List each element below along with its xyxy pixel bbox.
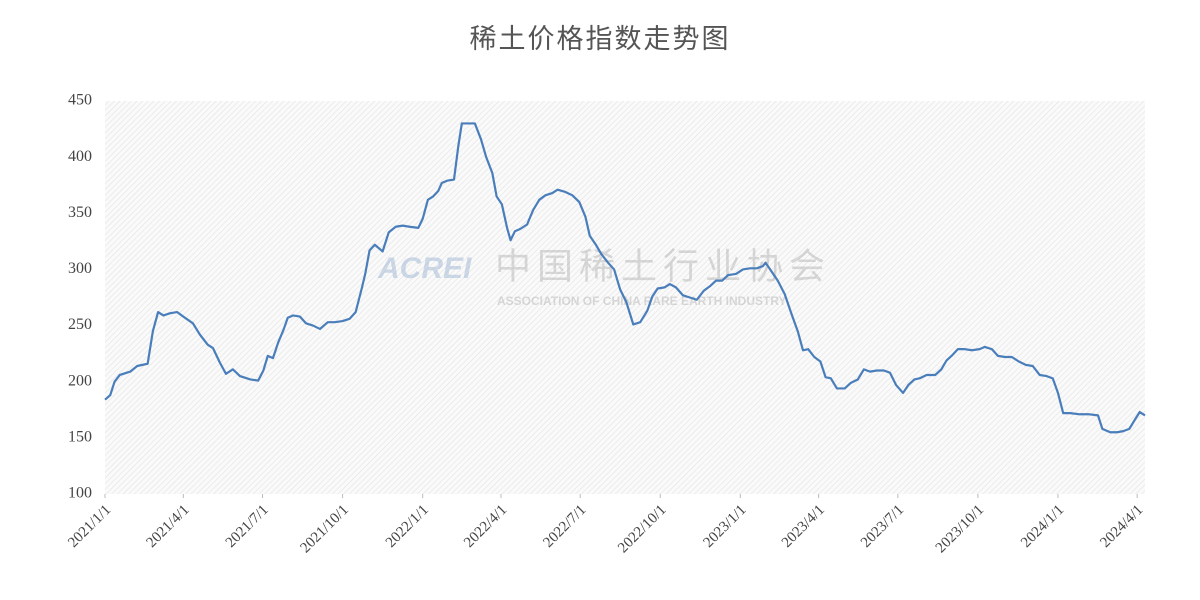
- x-tick-label: 2022/10/1: [615, 502, 669, 556]
- y-tick-label: 250: [68, 316, 92, 333]
- y-tick-label: 400: [68, 148, 92, 165]
- x-tick-label: 2022/1/1: [383, 502, 432, 551]
- watermark-name: 中国稀土行业协会: [495, 246, 831, 286]
- x-tick-label: 2021/1/1: [65, 502, 114, 551]
- x-tick-label: 2023/1/1: [701, 502, 750, 551]
- x-tick-label: 2024/1/1: [1018, 502, 1067, 551]
- watermark-logo: ACREI: [377, 252, 472, 285]
- x-tick-label: 2022/4/1: [461, 502, 510, 551]
- watermark: ACREI 中国稀土行业协会 ASSOCIATION OF CHINA RARE…: [377, 246, 831, 308]
- x-tick-label: 2024/4/1: [1097, 502, 1146, 551]
- x-tick-label: 2023/10/1: [933, 502, 987, 556]
- x-tick-label: 2021/7/1: [223, 502, 272, 551]
- x-tick-label: 2021/4/1: [144, 502, 193, 551]
- y-tick-label: 350: [68, 204, 92, 221]
- x-tick-label: 2022/7/1: [540, 502, 589, 551]
- x-tick-label: 2023/7/1: [858, 502, 907, 551]
- y-tick-label: 200: [68, 372, 92, 389]
- watermark-subtitle: ASSOCIATION OF CHINA RARE EARTH INDUSTRY: [497, 294, 787, 308]
- data-line: [104, 122, 1146, 434]
- x-tick-label: 2021/10/1: [298, 502, 352, 556]
- y-tick-label: 100: [68, 485, 92, 502]
- x-tick-label: 2023/4/1: [779, 502, 828, 551]
- y-tick-label: 300: [68, 260, 92, 277]
- y-tick-label: 150: [68, 429, 92, 446]
- y-tick-label: 450: [68, 92, 92, 109]
- chart-title: 稀土价格指数走势图: [470, 24, 731, 54]
